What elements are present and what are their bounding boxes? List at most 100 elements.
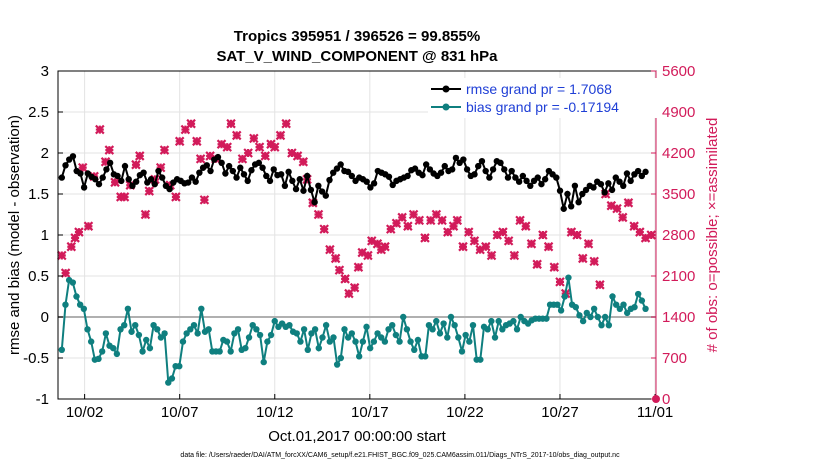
rmse-point <box>582 186 590 194</box>
bias-point <box>583 309 591 317</box>
obs-assimilated-point <box>629 221 639 231</box>
bias-point <box>447 313 455 321</box>
obs-assimilated-point <box>437 215 447 226</box>
obs-assimilated-point <box>66 241 77 252</box>
obs-assimilated-point <box>380 241 390 252</box>
bias-point <box>146 344 154 352</box>
x-tick-label: 11/01 <box>637 404 673 421</box>
legend-bias-label: bias grand pr = -0.17194 <box>466 99 619 115</box>
obs-assimilated-point <box>199 195 210 205</box>
bias-point <box>322 322 330 329</box>
chart-subtitle: SAT_V_WIND_COMPONENT @ 831 hPa <box>216 48 498 65</box>
rmse-point <box>370 180 378 187</box>
bias-point <box>333 361 341 368</box>
y2-tick-label: 0 <box>662 391 670 408</box>
x-tick-label: 10/12 <box>256 404 294 421</box>
rmse-point <box>571 182 579 189</box>
rmse-point <box>597 180 605 188</box>
bias-point <box>110 344 117 352</box>
obs-assimilated-point <box>237 154 248 164</box>
rmse-point <box>99 174 106 181</box>
bias-point <box>69 279 77 286</box>
obs-assimilated-point <box>385 224 396 234</box>
bias-point <box>594 313 602 321</box>
rmse-point <box>281 182 289 189</box>
obs-assimilated-point <box>589 256 599 267</box>
bias-point <box>117 326 124 333</box>
x-tick-label: 10/02 <box>66 404 104 421</box>
obs-assimilated-point <box>192 136 202 147</box>
rmse-point <box>140 169 147 176</box>
y2-tick-label: 3500 <box>662 186 695 203</box>
bias-point <box>499 326 506 333</box>
obs-assimilated-point <box>226 118 236 129</box>
rmse-point <box>475 162 482 170</box>
obs-assimilated-point <box>330 253 341 264</box>
bias-point <box>253 326 260 333</box>
y-tick-label: 1 <box>41 227 49 244</box>
rmse-point <box>307 186 315 194</box>
bias-point <box>422 353 429 360</box>
bias-point <box>400 313 407 321</box>
obs-assimilated-point <box>640 233 651 243</box>
bias-point <box>311 326 319 333</box>
obs-assimilated-point <box>578 253 588 264</box>
bias-point <box>179 338 187 345</box>
rmse-point <box>363 178 370 185</box>
bias-point <box>561 293 568 300</box>
rmse-point <box>229 167 237 175</box>
obs-assimilated-point <box>186 118 196 129</box>
obs-assimilated-point <box>431 209 442 220</box>
obs-assimilated-point <box>448 221 459 231</box>
obs-assimilated-point <box>414 215 425 226</box>
obs-assimilated-point <box>344 288 354 299</box>
obs-assimilated-point <box>216 139 227 149</box>
bias-point <box>154 326 161 333</box>
obs-assimilated-point <box>492 230 503 240</box>
bias-point <box>359 338 367 345</box>
obs-assimilated-point <box>150 174 160 185</box>
bias-point <box>466 338 473 345</box>
rmse-point <box>620 182 627 189</box>
obs-assimilated-point <box>100 157 111 167</box>
legend-rmse-marker <box>442 85 450 93</box>
x-tick-label: 10/17 <box>351 404 389 421</box>
obs-assimilated-point <box>463 227 474 237</box>
bias-point <box>319 334 326 341</box>
rmse-point <box>192 178 199 185</box>
bias-point <box>143 336 150 344</box>
obs-assimilated-point <box>486 250 497 261</box>
bias-point <box>231 330 238 337</box>
rmse-point <box>300 187 307 194</box>
bias-point <box>392 331 400 339</box>
bias-point <box>73 293 80 300</box>
bias-point <box>315 344 322 352</box>
bias-point <box>451 322 458 329</box>
rmse-point <box>121 162 129 170</box>
rmse-point <box>132 178 140 185</box>
bias-point <box>271 317 278 325</box>
rmse-point <box>478 158 486 165</box>
bias-point <box>286 322 293 329</box>
bias-point <box>223 338 231 345</box>
bias-point <box>242 344 249 352</box>
bias-point <box>378 334 385 341</box>
rmse-point <box>270 166 277 173</box>
obs-assimilated-point <box>420 233 430 243</box>
bias-point <box>638 297 646 304</box>
rmse-point <box>125 176 132 183</box>
rmse-point <box>311 199 318 206</box>
obs-assimilated-point <box>498 227 508 237</box>
bias-point <box>543 315 550 322</box>
legend-background <box>428 78 658 118</box>
obs-assimilated-point <box>298 157 309 167</box>
bias-point <box>436 330 444 337</box>
bias-point <box>98 348 106 355</box>
bias-point <box>187 326 194 333</box>
obs-assimilated-point <box>77 162 88 173</box>
obs-assimilated-point <box>443 227 453 237</box>
y-tick-label: 2.5 <box>28 104 49 121</box>
bias-point <box>381 338 389 345</box>
rmse-point <box>263 172 270 180</box>
rmse-point <box>634 167 642 175</box>
